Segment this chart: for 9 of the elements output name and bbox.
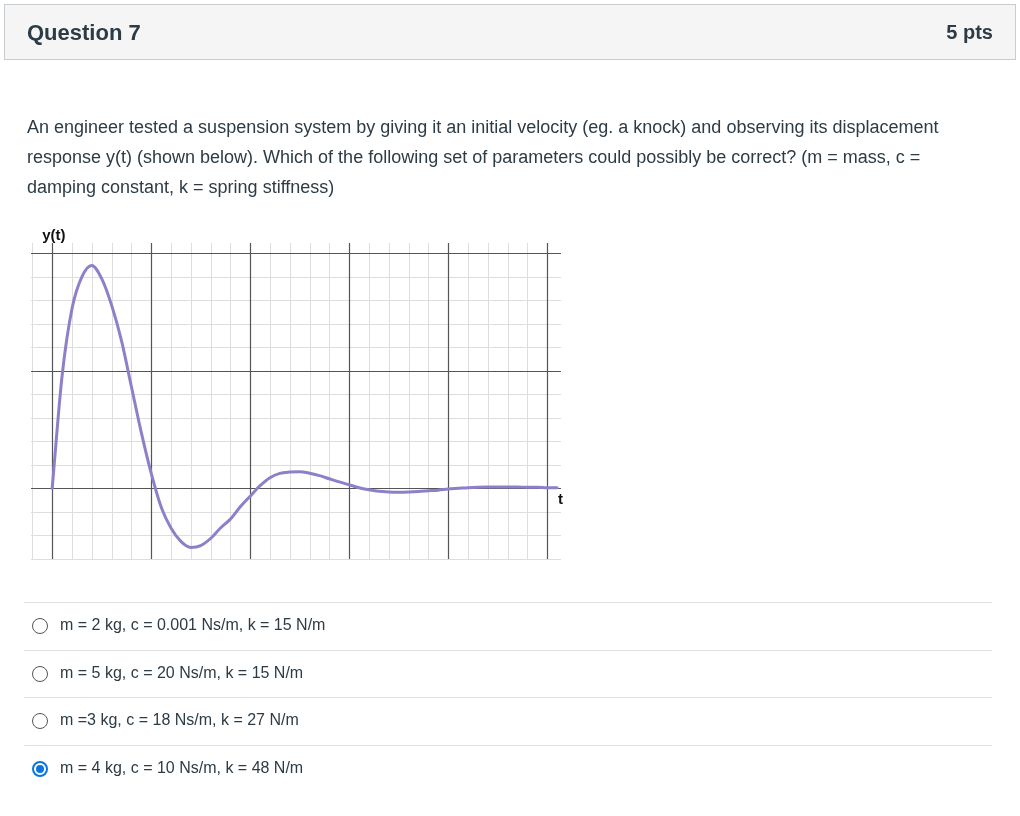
text: m =3 kg, c = 18 Ns/m, k = 27 N/m: [60, 711, 299, 729]
text: m = 5 kg, c = 20 Ns/m, k = 15 N/m: [60, 663, 304, 682]
text: m = 2 kg, c = 0.001 Ns/m, k = 15 N/m: [60, 616, 326, 634]
chart-title: Question 7: [27, 20, 141, 46]
x-axis-title: t: [558, 489, 563, 507]
text: An engineer tested a suspension system by giving it an initial velocity (eg. a knock) and observing its displacement response y(t) (shown below). Which of the following set of parameters could possibly be correct? (m = mass, c = damping constant, k = spring stiffness): [27, 116, 940, 199]
text: 5 pts: [946, 21, 993, 44]
y-axis-title: y(t): [42, 225, 66, 243]
text: m = 4 kg, c = 10 Ns/m, k = 48 N/m: [60, 758, 304, 777]
